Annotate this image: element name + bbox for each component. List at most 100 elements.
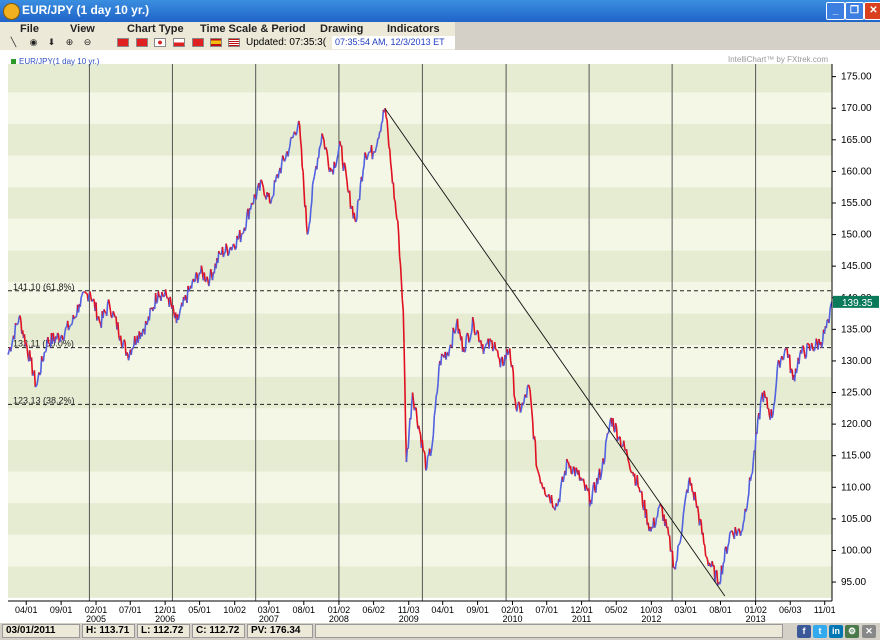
crosshair-icon[interactable]: ◉ [29, 37, 38, 47]
price-segment [415, 407, 418, 420]
price-segment [502, 364, 505, 367]
price-segment [590, 492, 594, 505]
price-segment [731, 530, 734, 533]
restore-button[interactable]: ❐ [845, 2, 864, 20]
menu-file[interactable]: File [20, 23, 39, 35]
price-segment [559, 482, 563, 490]
close-button[interactable]: ✕ [864, 2, 880, 20]
close-icon[interactable]: ✕ [862, 625, 876, 638]
x-tick-label: 08/01 [709, 605, 732, 615]
price-segment [44, 350, 47, 353]
price-segment [334, 165, 337, 169]
menu-chart-type[interactable]: Chart Type [127, 23, 184, 35]
price-segment [730, 530, 733, 533]
linkedin-icon[interactable]: in [829, 625, 843, 638]
price-segment [374, 147, 377, 153]
price-segment [464, 337, 468, 352]
japan-flag-icon[interactable] [154, 38, 166, 47]
price-segment [750, 472, 754, 476]
price-segment [260, 180, 264, 185]
price-segment [580, 479, 584, 482]
price-segment [517, 401, 521, 405]
settings-icon[interactable]: ⚙ [845, 625, 859, 638]
usa-flag-icon[interactable] [228, 38, 240, 47]
price-segment [749, 474, 753, 481]
price-segment [96, 317, 99, 321]
status-close: C: 112.72 [192, 624, 245, 638]
price-segment [593, 482, 596, 492]
grid-band [8, 345, 832, 377]
price-segment [268, 192, 271, 204]
grid-band [8, 281, 832, 314]
twitter-icon[interactable]: t [813, 625, 827, 638]
poland-flag-icon[interactable] [173, 38, 185, 47]
price-segment [84, 291, 87, 294]
price-segment [544, 493, 547, 497]
price-segment [535, 465, 538, 469]
price-segment [244, 226, 247, 231]
price-segment [195, 272, 198, 275]
y-tick-label: 175.00 [841, 72, 872, 83]
price-segment [782, 352, 786, 360]
price-segment [237, 236, 240, 240]
menu-indicators[interactable]: Indicators [387, 23, 440, 35]
price-segment [304, 205, 308, 226]
price-segment [112, 310, 115, 315]
price-segment [366, 152, 370, 157]
price-segment [430, 442, 434, 451]
price-segment [256, 185, 259, 192]
price-segment [708, 562, 712, 567]
price-segment [349, 207, 353, 210]
arrow-down-icon[interactable]: ⬇ [47, 37, 56, 47]
price-segment [629, 468, 632, 472]
price-segment [702, 532, 705, 544]
price-segment [80, 294, 83, 298]
chart-area[interactable]: 141.10 (61.8%) 132.11 (50.0%) 123.13 (38.2… [0, 50, 880, 624]
price-chart[interactable]: 141.10 (61.8%) 132.11 (50.0%) 123.13 (38.2… [0, 50, 880, 624]
spain-flag-icon[interactable] [210, 38, 222, 47]
menu-time-scale[interactable]: Time Scale & Period [200, 23, 306, 35]
x-tick-label: 04/01 [431, 605, 454, 615]
price-segment [288, 145, 291, 151]
zoom-in-icon[interactable]: ⊕ [65, 37, 74, 47]
price-segment [345, 173, 348, 181]
price-segment [493, 341, 497, 350]
minimize-button[interactable]: _ [826, 2, 845, 20]
grid-band [8, 250, 832, 282]
price-segment [393, 198, 396, 202]
x-tick-label: 05/01 [188, 605, 211, 615]
price-segment [639, 490, 642, 493]
status-high: H: 113.71 [82, 624, 135, 638]
menu-drawing[interactable]: Drawing [320, 23, 364, 35]
price-segment [10, 346, 13, 352]
menu-view[interactable]: View [70, 23, 95, 35]
china-flag-icon[interactable] [117, 38, 129, 47]
price-segment [13, 323, 17, 340]
trend-line [384, 108, 726, 597]
hong-kong-flag-icon[interactable] [136, 38, 148, 47]
price-segment [683, 499, 686, 508]
price-segment [245, 213, 248, 227]
grid-band [8, 64, 832, 93]
price-segment [311, 180, 315, 185]
price-segment [477, 331, 480, 342]
zoom-out-icon[interactable]: ⊖ [83, 37, 92, 47]
price-segment [627, 460, 630, 465]
price-segment [776, 360, 780, 369]
price-segment [92, 298, 95, 302]
price-segment [715, 570, 719, 586]
line-tool-icon[interactable]: ╲ [10, 37, 17, 47]
price-segment [436, 383, 439, 394]
price-segment [747, 493, 750, 501]
x-tick-label: 10/03 [640, 605, 663, 615]
price-segment [734, 526, 737, 532]
price-segment [804, 356, 807, 360]
grid-band [8, 187, 832, 219]
price-segment [335, 159, 338, 166]
facebook-icon[interactable]: f [797, 625, 811, 638]
price-segment [155, 300, 159, 304]
price-segment [396, 220, 400, 235]
turkey-flag-icon[interactable] [192, 38, 204, 47]
price-segment [47, 336, 50, 344]
price-segment [261, 183, 265, 189]
